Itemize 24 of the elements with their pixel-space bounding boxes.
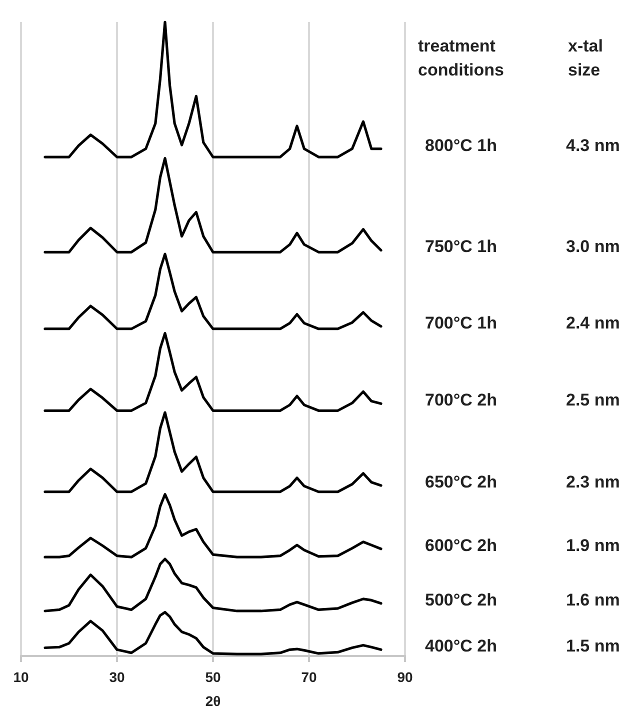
text: 2.5 nm [566, 390, 620, 410]
text: 700°C 2h [425, 390, 498, 410]
text: treatment conditions [418, 36, 504, 80]
text: x-tal size [568, 36, 603, 80]
text: 400°C 2h [425, 636, 498, 656]
x-tick-label: 30 [109, 669, 125, 685]
text: 1.6 nm [566, 590, 620, 610]
x-tick-label: 90 [397, 669, 413, 685]
text: 700°C 1h [425, 313, 498, 332]
text: 500°C 2h [425, 590, 498, 610]
x-axis-title: 2θ [205, 693, 221, 709]
text: 750°C 1h [425, 237, 498, 256]
text: 3.0 nm [566, 237, 620, 256]
text: 2.3 nm [566, 472, 620, 492]
x-tick-label: 50 [205, 669, 221, 685]
text: 650°C 2h [425, 472, 498, 492]
x-tick-label: 10 [13, 669, 29, 685]
text: 2.4 nm [566, 313, 620, 332]
text: 1.5 nm [566, 636, 620, 656]
text: 600°C 2h [425, 536, 498, 555]
x-tick-label: 70 [301, 669, 317, 685]
text: 800°C 1h [425, 136, 498, 155]
text: 1.9 nm [566, 536, 620, 555]
text: 4.3 nm [566, 136, 620, 155]
